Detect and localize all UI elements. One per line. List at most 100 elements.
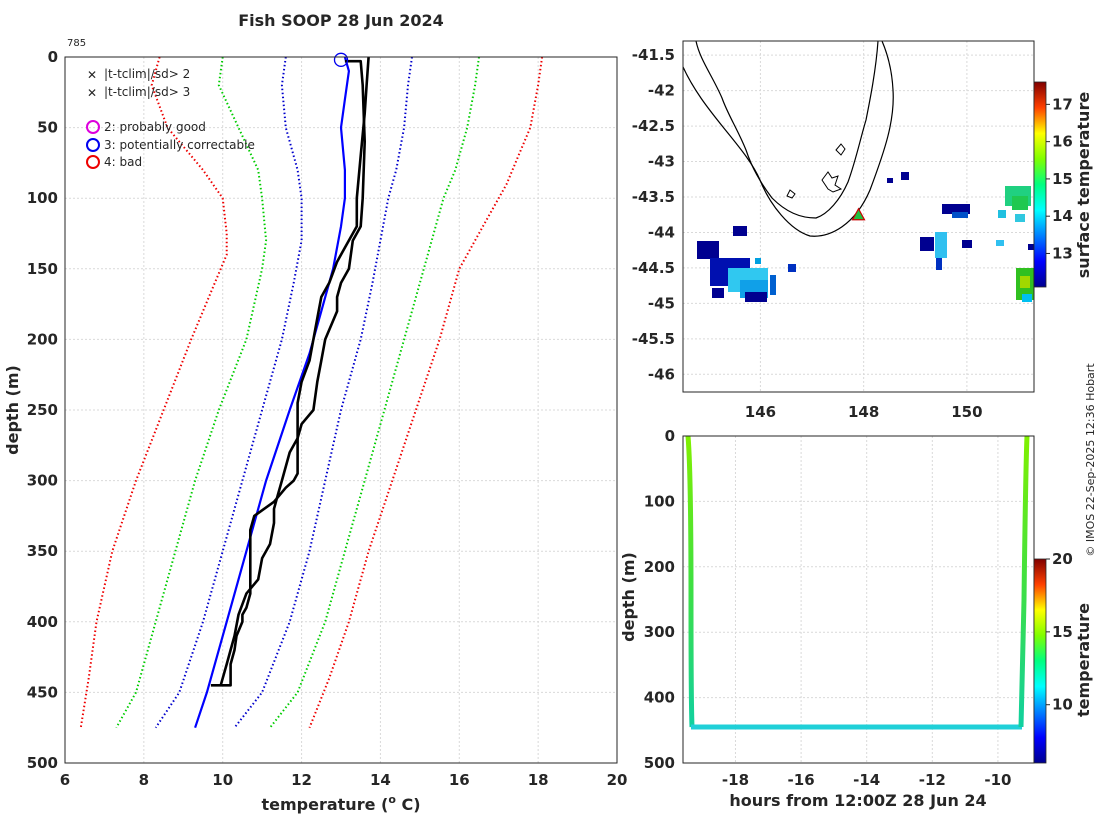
profile-panel: Fish SOOP 28 Jun 2024 785 6 8 10 12 14 16 18 20… — [3, 11, 627, 814]
section-y-tick-label: 500 — [644, 754, 675, 772]
x-tick-label: 14 — [370, 771, 391, 789]
section-y-tick-label: 200 — [644, 558, 675, 576]
coast-islands — [786, 143, 846, 199]
station-triangle — [851, 207, 866, 221]
section-descent — [685, 435, 695, 728]
y-tick-label: 0 — [48, 48, 58, 66]
colorbar-tick-label: 15 — [1052, 170, 1073, 188]
legend-item-label: 2: probably good — [104, 120, 206, 134]
section-colorbar — [1033, 558, 1047, 764]
colorbar-tick-label: 15 — [1052, 623, 1073, 641]
profile-y-axis-label: depth (m) — [3, 365, 22, 455]
map-y-tick-label: -45 — [648, 294, 675, 312]
section-y-tick-label: 400 — [644, 689, 675, 707]
colorbar-tick-label: 13 — [1052, 244, 1073, 262]
map-y-tick-label: -46 — [648, 365, 675, 383]
legend-marker-circle-red — [86, 155, 100, 169]
section-x-tick-label: -16 — [788, 771, 815, 789]
map-y-tick-label: -44.5 — [632, 259, 675, 277]
section-y-tick-label: 300 — [644, 623, 675, 641]
map-y-tick-label: -45.5 — [632, 330, 675, 348]
legend-marker-x-green: ✕ — [87, 68, 97, 82]
x-tick-label: 8 — [139, 771, 149, 789]
profile-ticks: 6 8 10 12 14 16 18 2005010015020025030035040045… — [27, 48, 628, 789]
y-tick-label: 250 — [27, 401, 58, 419]
y-tick-label: 350 — [27, 542, 58, 560]
map-y-tick-label: -41.5 — [632, 46, 675, 64]
y-tick-label: 200 — [27, 330, 58, 348]
legend-item-label: |t-tclim|/sd> 3 — [104, 85, 190, 99]
legend-marker-x-red: ✕ — [87, 86, 97, 100]
coastline — [695, 41, 879, 219]
map-colorbar-ticks: 13 14 15 16 17 — [1046, 95, 1073, 262]
x-tick-label: 6 — [60, 771, 70, 789]
profile-series — [79, 57, 544, 729]
legend-item-label: 3: potentially correctable — [104, 138, 255, 152]
legend-item-label: 4: bad — [104, 155, 142, 169]
section-trace — [685, 435, 1030, 730]
section-colorbar-ticks: 10 15 20 — [1046, 550, 1073, 714]
profile-x-axis-label: temperature (o C) — [261, 793, 420, 814]
legend-marker-circle-blue — [86, 138, 100, 152]
chart-title: Fish SOOP 28 Jun 2024 — [238, 11, 444, 30]
series-line-8 — [210, 57, 370, 687]
map-y-tick-label: -43.5 — [632, 188, 675, 206]
section-x-axis-label: hours from 12:00Z 28 Jun 24 — [729, 791, 986, 810]
map-y-tick-label: -42 — [648, 82, 675, 100]
profile-axes-box — [64, 56, 618, 764]
section-x-tick-label: -12 — [919, 771, 946, 789]
map-ticks: 146 148 150 -41.5 -42 -42.5 -43 -43.5 -44 -44.5 -4… — [632, 46, 983, 421]
map-grid — [683, 41, 1034, 392]
y-tick-label: 500 — [27, 754, 58, 772]
section-x-tick-label: -14 — [853, 771, 880, 789]
series-line-3 — [233, 57, 413, 729]
map-y-tick-label: -43 — [648, 153, 675, 171]
series-line-5 — [308, 57, 544, 729]
y-tick-label: 400 — [27, 613, 58, 631]
map-content — [683, 41, 1034, 302]
map-x-tick-label: 150 — [951, 403, 982, 421]
x-tick-label: 18 — [528, 771, 549, 789]
x-tick-label: 20 — [607, 771, 628, 789]
map-y-tick-label: -42.5 — [632, 117, 675, 135]
section-grid — [683, 435, 1034, 764]
section-y-axis-label: depth (m) — [619, 552, 638, 642]
y-tick-label: 450 — [27, 683, 58, 701]
map-y-tick-label: -44 — [648, 223, 675, 241]
legend-marker-circle-magenta — [86, 120, 100, 134]
colorbar-tick-label: 14 — [1052, 207, 1073, 225]
map-x-tick-label: 148 — [848, 403, 879, 421]
section-y-tick-label: 100 — [644, 492, 675, 510]
x-tick-label: 10 — [212, 771, 233, 789]
section-x-tick-label: -18 — [722, 771, 749, 789]
y-tick-label: 150 — [27, 260, 58, 278]
sst-pixels — [697, 172, 1034, 302]
section-panel: -18 -16 -14 -12 -10 0 100 200 300 400 500 hours fr… — [619, 427, 1093, 810]
series-line-2 — [154, 57, 303, 729]
colorbar-tick-label: 16 — [1052, 133, 1073, 151]
legend: ✕ |t-tclim|/sd> 2 ✕ |t-tclim|/sd> 3 2: p… — [86, 67, 255, 169]
section-colorbar-label: temperature — [1074, 603, 1093, 717]
x-tick-label: 16 — [449, 771, 470, 789]
section-ticks: -18 -16 -14 -12 -10 0 100 200 300 400 500 — [644, 427, 1012, 789]
map-colorbar — [1033, 81, 1047, 288]
section-ascent — [1018, 435, 1030, 728]
shelf-contour — [683, 41, 894, 237]
y-tick-label: 50 — [37, 119, 58, 137]
y-tick-label: 100 — [27, 189, 58, 207]
map-x-tick-label: 146 — [745, 403, 776, 421]
colorbar-tick-label: 10 — [1052, 696, 1073, 714]
map-panel: 146 148 150 -41.5 -42 -42.5 -43 -43.5 -44 -44.5 -4… — [632, 40, 1093, 421]
credit-label: © IMOS 22-Sep-2025 12:36 Hobart — [1084, 363, 1097, 557]
colorbar-tick-label: 17 — [1052, 95, 1073, 113]
series-line-6 — [194, 57, 350, 729]
series-line-0 — [79, 57, 228, 728]
map-colorbar-label: surface temperature — [1074, 92, 1093, 279]
y-tick-label: 300 — [27, 472, 58, 490]
legend-item-label: |t-tclim|/sd> 2 — [104, 67, 190, 81]
profile-id-label: 785 — [67, 38, 86, 49]
x-tick-label: 12 — [291, 771, 312, 789]
flag-marker-circle — [333, 52, 349, 67]
station-marker — [851, 207, 866, 221]
